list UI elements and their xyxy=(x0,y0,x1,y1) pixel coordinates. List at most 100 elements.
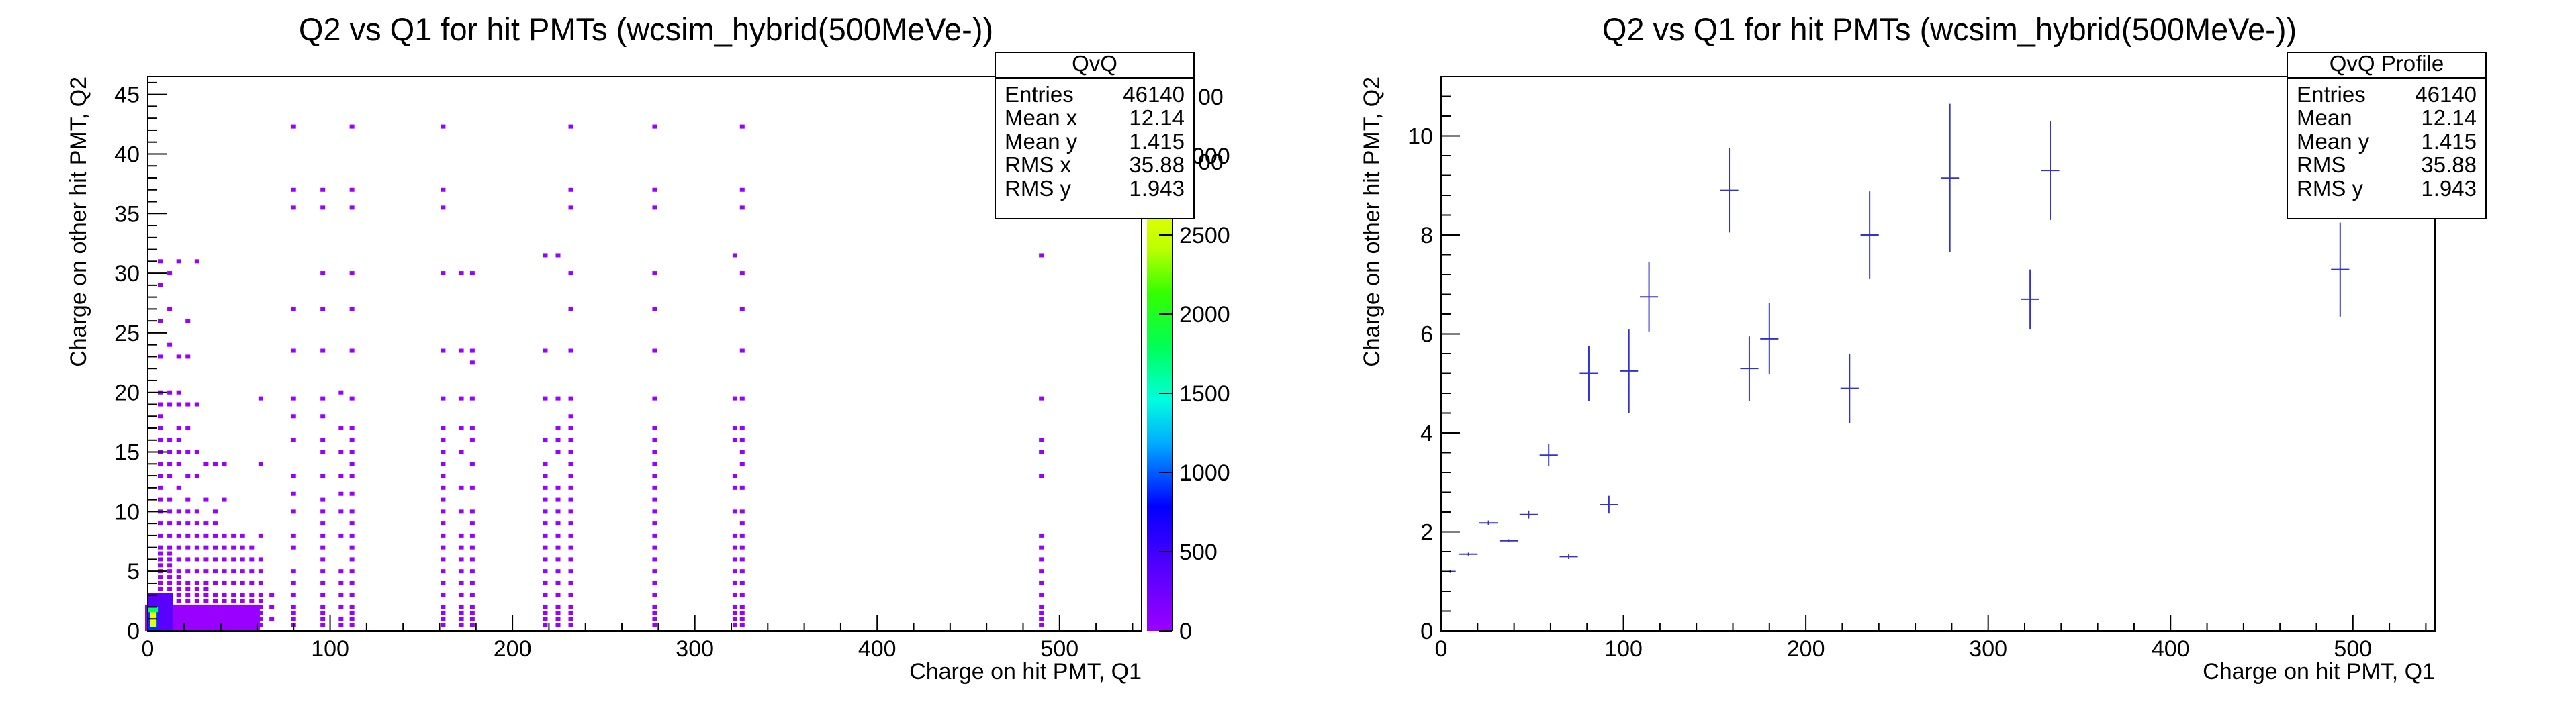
heatmap-cell xyxy=(291,617,296,621)
heatmap-cell xyxy=(291,414,296,419)
heatmap-cell xyxy=(459,271,464,276)
heatmap-cell xyxy=(441,617,446,621)
stats-rows: Entries 46140 Mean x 12.14 Mean y 1.415 RMS x 3… xyxy=(1005,82,1185,201)
profile-point xyxy=(1579,346,1598,401)
heatmap-cell xyxy=(732,605,737,609)
heatmap-title: Q2 vs Q1 for hit PMTs (wcsim_hybrid(500M… xyxy=(299,11,993,47)
heatmap-cell xyxy=(167,563,173,568)
heatmap-cell xyxy=(555,545,561,550)
y-tick-label: 40 xyxy=(114,142,140,167)
heatmap-cell xyxy=(441,533,446,538)
heatmap-cell xyxy=(1039,611,1044,615)
heatmap-cell xyxy=(441,557,446,562)
heatmap-cell xyxy=(291,605,296,609)
heatmap-cell xyxy=(249,569,255,574)
heatmap-cell xyxy=(349,593,355,597)
stat-label: RMS y xyxy=(2297,176,2364,201)
heatmap-cell xyxy=(222,599,227,603)
heatmap-cell xyxy=(167,438,173,442)
heatmap-cell xyxy=(172,604,178,631)
heatmap-cell xyxy=(185,319,191,323)
profile-point xyxy=(1459,552,1478,556)
heatmap-cell xyxy=(1039,623,1044,627)
heatmap-cell xyxy=(349,617,355,621)
heatmap-cell xyxy=(459,533,464,538)
heatmap-cell xyxy=(1039,545,1044,550)
heatmap-cell xyxy=(167,474,173,478)
heatmap-cell xyxy=(459,485,464,490)
heatmap-cell xyxy=(222,533,227,538)
heatmap-cell xyxy=(739,124,745,129)
heatmap-cell xyxy=(167,545,173,550)
heatmap-cell xyxy=(543,521,548,526)
heatmap-cell xyxy=(543,462,548,466)
heatmap-cell xyxy=(555,485,561,490)
heatmap-cell xyxy=(258,396,263,401)
heatmap-cell xyxy=(320,581,326,585)
heatmap-cell xyxy=(459,509,464,514)
heatmap-cell xyxy=(441,593,446,597)
heatmap-cell xyxy=(338,474,344,478)
heatmap-cell xyxy=(185,521,191,526)
heatmap-cell xyxy=(652,187,657,192)
heatmap-cell xyxy=(185,426,191,431)
heatmap-cell xyxy=(203,557,209,562)
heatmap-cell xyxy=(652,581,657,585)
y-tick-label: 35 xyxy=(114,201,140,227)
heatmap-cell xyxy=(209,604,215,631)
heatmap-cell xyxy=(568,617,573,621)
heatmap-cell xyxy=(459,593,464,597)
heatmap-cell xyxy=(194,587,199,591)
heatmap-cell xyxy=(199,604,205,631)
heatmap-cell xyxy=(568,509,573,514)
heatmap-cell xyxy=(652,557,657,562)
heatmap-cell xyxy=(1039,581,1044,585)
heatmap-cell xyxy=(212,509,218,514)
heatmap-cell xyxy=(349,438,355,442)
heatmap-cell xyxy=(176,545,181,550)
profile-y-axis-title: Charge on other hit PMT, Q2 xyxy=(1359,77,1385,367)
heatmap-cell xyxy=(185,533,191,538)
heatmap-cell xyxy=(732,581,737,585)
heatmap-cell xyxy=(555,623,561,627)
profile-point xyxy=(1539,444,1558,466)
heatmap-cell xyxy=(167,581,173,585)
heatmap-cell xyxy=(652,605,657,609)
heatmap-cell xyxy=(555,581,561,585)
heatmap-cell xyxy=(555,569,561,574)
heatmap-cell xyxy=(349,307,355,311)
heatmap-cell xyxy=(568,557,573,562)
heatmap-cell xyxy=(291,569,296,574)
heatmap-cell xyxy=(167,271,173,276)
stats-box-frame xyxy=(2287,52,2487,219)
palette-tick-label: 1500 xyxy=(1179,381,1230,407)
heatmap-cell xyxy=(732,509,737,514)
stat-label: Mean xyxy=(2297,105,2352,130)
heatmap-cell xyxy=(1039,557,1044,562)
heatmap-cell xyxy=(176,509,181,514)
heatmap-cell xyxy=(568,348,573,353)
heatmap-cell xyxy=(194,557,199,562)
heatmap-cell xyxy=(158,533,163,538)
heatmap-cell xyxy=(222,581,227,585)
heatmap-cell xyxy=(176,575,181,580)
heatmap-cell xyxy=(555,611,561,615)
heatmap-cell xyxy=(212,581,218,585)
heatmap-cell xyxy=(203,545,209,550)
heatmap-cell xyxy=(203,521,209,526)
heatmap-cell xyxy=(652,593,657,597)
heatmap-cell xyxy=(543,509,548,514)
heatmap-cell xyxy=(441,569,446,574)
stat-value: 1.415 xyxy=(1129,129,1185,154)
heatmap-cell xyxy=(291,124,296,129)
heatmap-cell xyxy=(158,557,163,562)
heatmap-cell xyxy=(652,396,657,401)
heatmap-cell xyxy=(167,390,173,395)
stat-value: 35.88 xyxy=(2421,152,2477,177)
heatmap-cell xyxy=(568,581,573,585)
heatmap-cell xyxy=(568,414,573,419)
heatmap-cell xyxy=(203,587,209,591)
heatmap-cell xyxy=(543,438,548,442)
heatmap-cell xyxy=(568,438,573,442)
heatmap-cell xyxy=(459,450,464,454)
